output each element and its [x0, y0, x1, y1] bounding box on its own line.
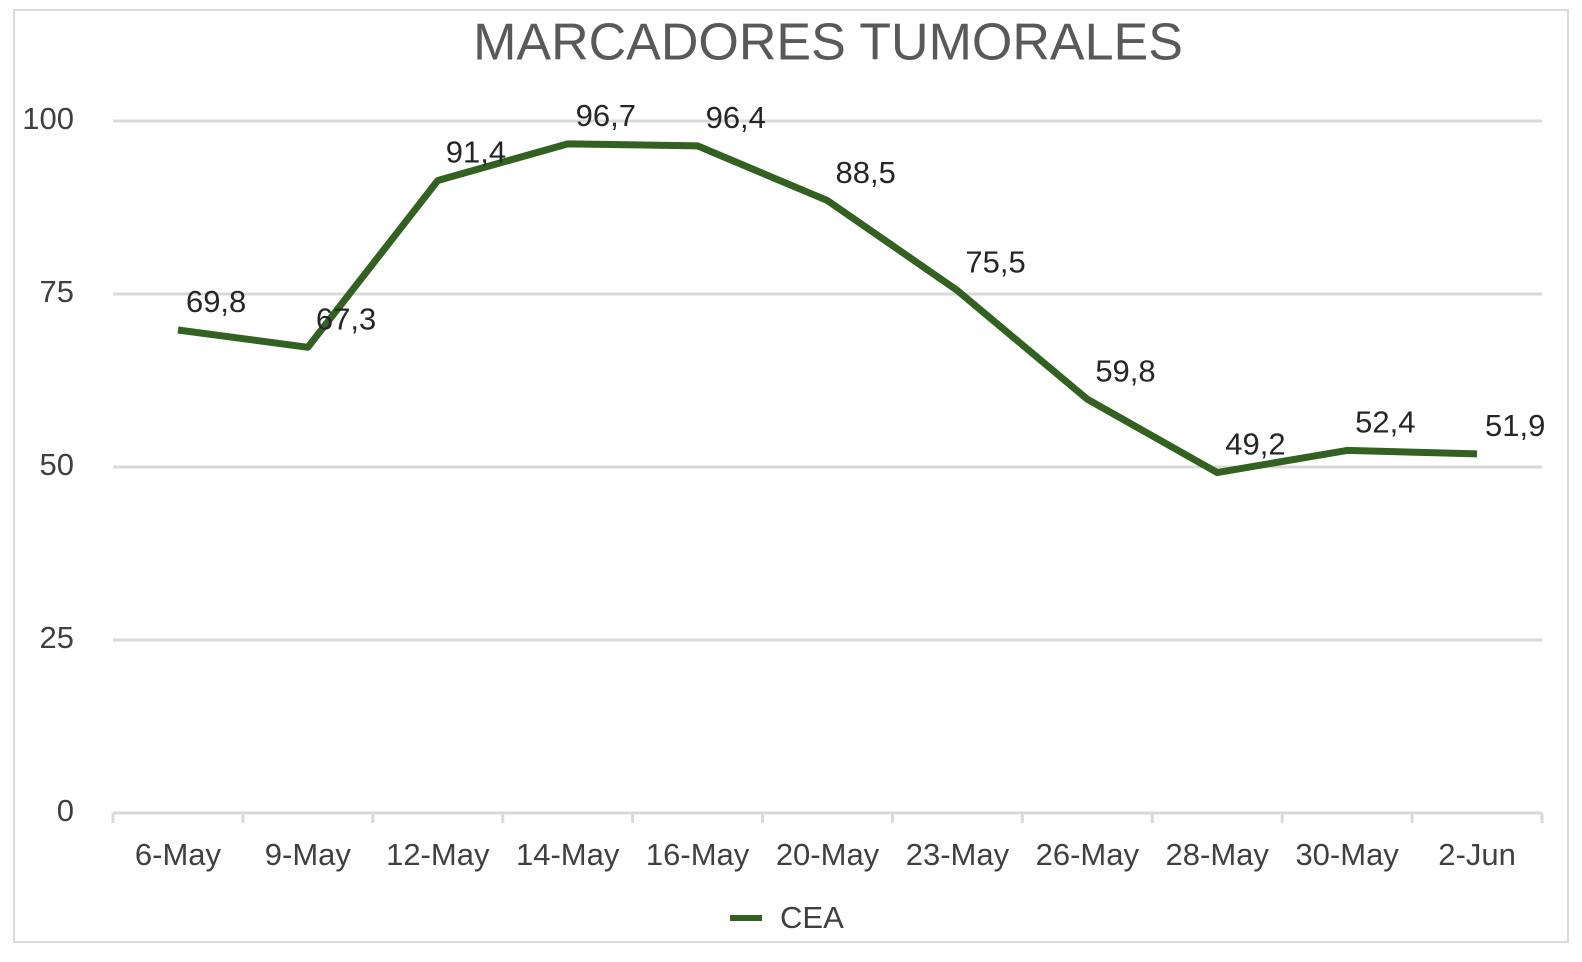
data-label: 51,9 [1485, 408, 1545, 443]
x-tick-label: 6-May [135, 837, 222, 872]
data-label: 88,5 [836, 155, 896, 190]
legend-label: CEA [780, 900, 844, 935]
data-label: 96,7 [576, 98, 636, 133]
y-tick-label: 100 [22, 101, 74, 136]
y-tick-label: 25 [40, 620, 74, 655]
data-label: 91,4 [446, 135, 506, 170]
data-label: 75,5 [965, 245, 1025, 280]
chart-title: MARCADORES TUMORALES [473, 14, 1183, 72]
data-label: 67,3 [316, 301, 376, 336]
x-tick-label: 14-May [516, 837, 620, 872]
x-tick-label: 30-May [1295, 837, 1399, 872]
y-tick-label: 0 [57, 793, 74, 828]
data-label: 59,8 [1095, 353, 1155, 388]
chart-frame [13, 9, 1569, 943]
x-tick-label: 28-May [1166, 837, 1270, 872]
x-tick-label: 26-May [1036, 837, 1140, 872]
data-label: 96,4 [706, 100, 766, 135]
data-label: 52,4 [1355, 405, 1415, 440]
y-tick-label: 50 [40, 447, 74, 482]
x-tick-label: 9-May [265, 837, 352, 872]
x-tick-label: 16-May [646, 837, 750, 872]
x-tick-label: 20-May [776, 837, 880, 872]
x-tick-label: 12-May [386, 837, 490, 872]
x-tick-label: 2-Jun [1438, 837, 1516, 872]
y-tick-label: 75 [40, 274, 74, 309]
data-label: 69,8 [186, 284, 246, 319]
data-label: 49,2 [1225, 427, 1285, 462]
x-tick-label: 23-May [906, 837, 1010, 872]
data-line [177, 140, 1478, 477]
